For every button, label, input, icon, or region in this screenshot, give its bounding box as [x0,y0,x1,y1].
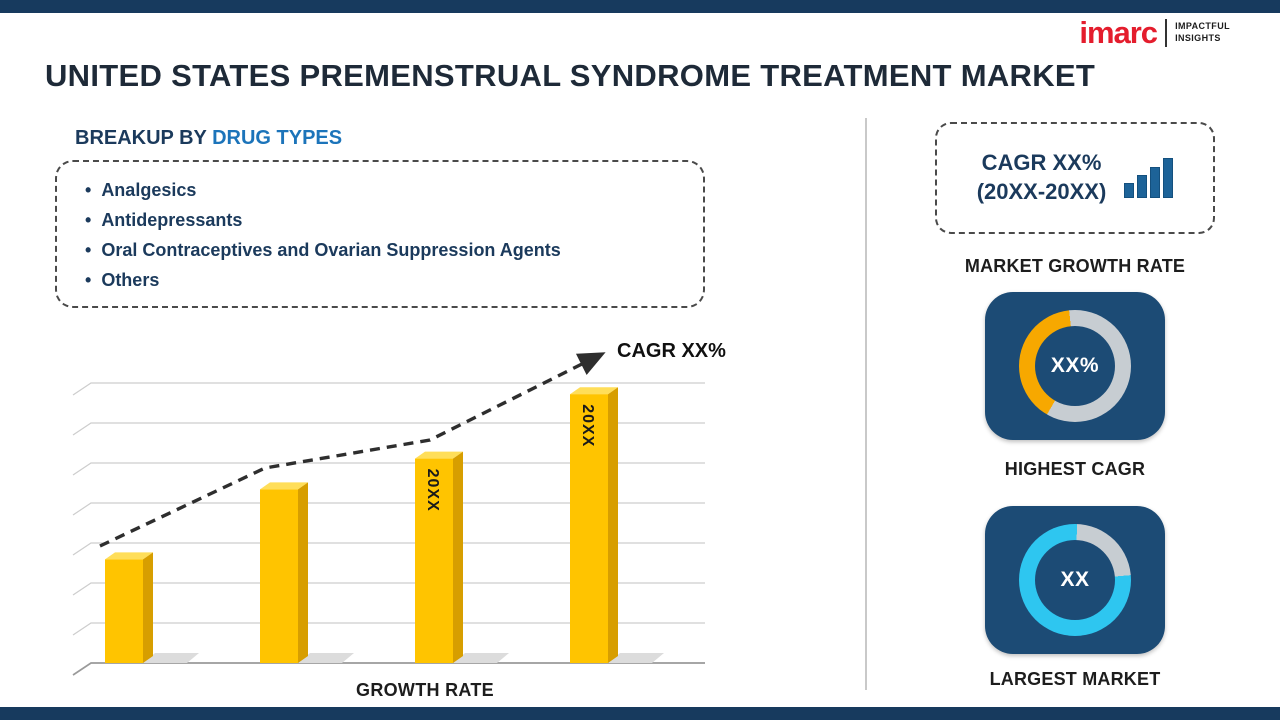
drug-types-box: Analgesics Antidepressants Oral Contrace… [55,160,705,308]
largest-market-value: XX [1035,540,1115,620]
largest-market-donut: XX [1019,524,1131,636]
svg-text:20XX: 20XX [424,469,441,512]
svg-text:20XX: 20XX [579,404,596,447]
highest-cagr-card: XX% [985,292,1165,440]
cagr-box-text: CAGR XX% (20XX-20XX) [977,149,1107,206]
highest-cagr-label: HIGHEST CAGR [1004,459,1146,479]
bar-chart-icon [1124,158,1174,198]
logo-tagline-line1: IMPACTFUL [1175,21,1230,32]
drug-type-item: Others [85,265,675,295]
cagr-box-line2: (20XX-20XX) [976,179,1107,204]
largest-market-card: XX [985,506,1165,654]
breakup-title-highlight: DRUG TYPES [212,127,343,149]
logo-tagline: IMPACTFUL INSIGHTS [1175,21,1230,44]
market-growth-rate-box: CAGR XX% (20XX-20XX) [935,122,1215,234]
logo-brand-text: imarc [1079,15,1158,50]
highest-cagr-donut: XX% [1019,310,1131,422]
breakup-section-title: BREAKUP BY DRUG TYPES [75,127,342,150]
growth-chart: 20XX 20XX CAGR XX% GROWTH RATE [45,328,785,708]
bottom-accent-bar [0,707,1280,720]
vertical-divider [865,118,867,690]
logo-separator [1165,18,1168,47]
cagr-box-line1: CAGR XX% [981,150,1102,176]
drug-types-list: Analgesics Antidepressants Oral Contrace… [85,175,675,295]
cagr-trend-annotation: CAGR XX% [617,340,726,362]
growth-bar-chart: 20XX 20XX [72,352,705,676]
largest-market-label: LARGEST MARKET [989,669,1161,689]
drug-type-item: Antidepressants [85,205,675,235]
imarc-logo: imarc IMPACTFUL INSIGHTS [1079,17,1230,48]
top-accent-bar [0,0,1280,13]
drug-type-item: Analgesics [85,175,675,205]
market-growth-rate-label: MARKET GROWTH RATE [964,256,1186,276]
x-axis-label: GROWTH RATE [356,680,494,700]
highest-cagr-value: XX% [1035,326,1115,406]
page-title: UNITED STATES PREMENSTRUAL SYNDROME TREA… [45,58,1096,93]
logo-tagline-line2: INSIGHTS [1175,32,1221,43]
breakup-title-prefix: BREAKUP BY [75,127,207,149]
drug-type-item: Oral Contraceptives and Ovarian Suppress… [85,235,675,265]
